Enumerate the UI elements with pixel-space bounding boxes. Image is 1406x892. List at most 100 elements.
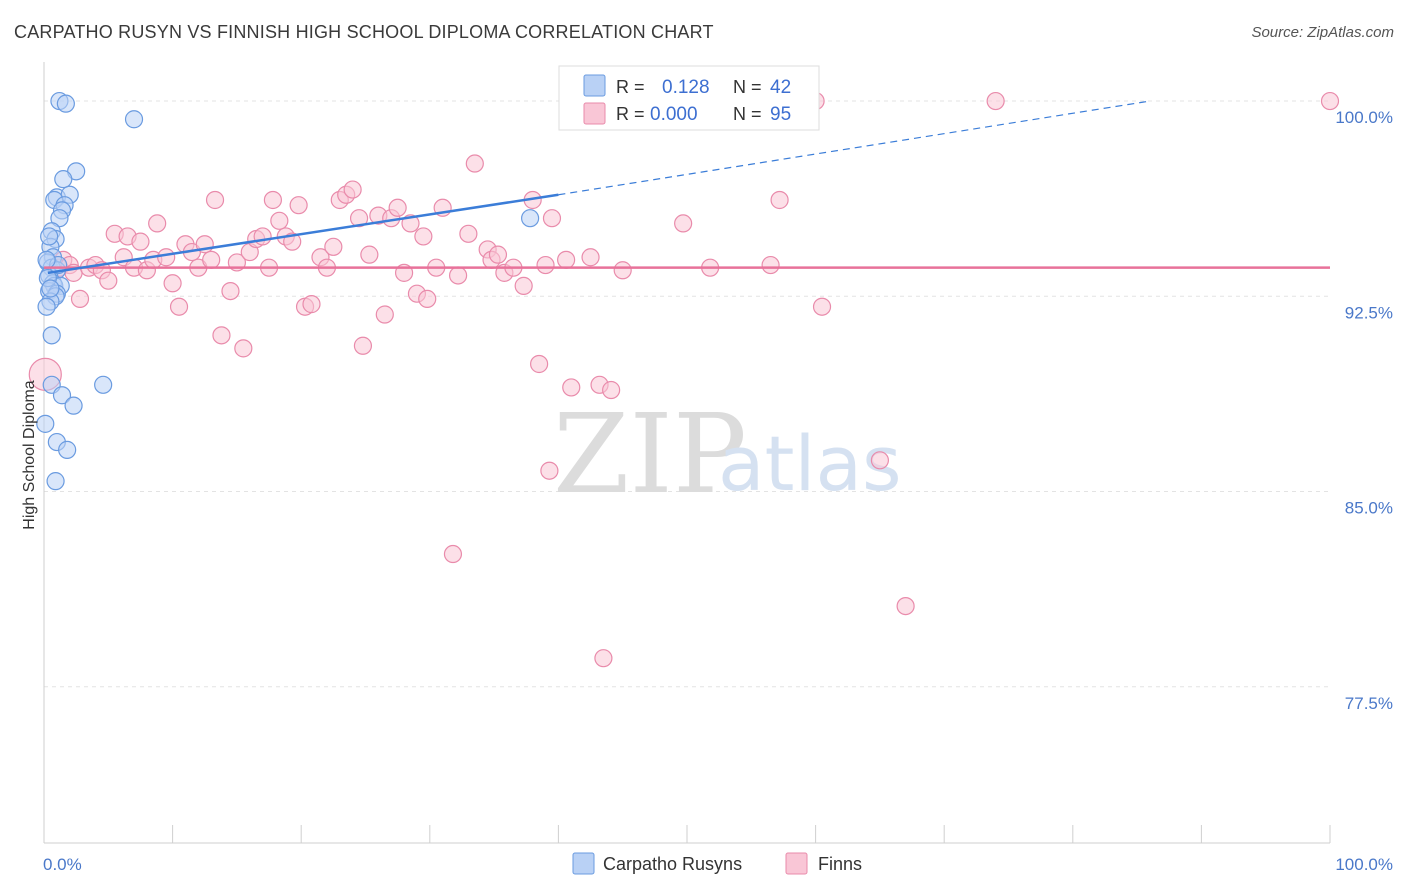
legend-top-n-value-pink: 95: [770, 104, 791, 125]
y-tick-labels: 100.0% 92.5% 85.0% 77.5%: [1335, 108, 1393, 713]
point-carpatho-rusyns-26: [37, 297, 56, 316]
legend-top-swatch-blue: [583, 74, 606, 97]
point-finns-74: [536, 255, 555, 275]
point-finns-80: [594, 649, 613, 668]
x-tick-label-1: 100.0%: [1335, 855, 1393, 874]
point-finns-77: [557, 250, 576, 269]
legend-top-r-value-pink: 0.000: [650, 104, 698, 125]
point-carpatho-rusyns-36: [521, 209, 540, 228]
watermark-atlas: atlas: [718, 419, 902, 508]
legend-top-n-label-pink: N =: [733, 104, 762, 124]
point-carpatho-rusyns-38: [41, 279, 60, 298]
point-finns-62: [443, 544, 463, 564]
axes: [43, 62, 1331, 844]
point-finns-71: [514, 276, 533, 295]
y-tick-label-1: 92.5%: [1345, 303, 1393, 322]
point-finns-49: [353, 336, 373, 355]
point-finns-9: [99, 271, 118, 290]
point-finns-48: [349, 209, 369, 228]
source-label: Source: ZipAtlas.com: [1251, 24, 1394, 41]
y-tick-label-3: 77.5%: [1345, 694, 1393, 713]
point-finns-35: [263, 190, 283, 210]
point-carpatho-rusyns-41: [40, 227, 59, 246]
point-finns-47: [343, 180, 362, 199]
point-finns-26: [205, 190, 225, 210]
data-points: [28, 91, 1340, 668]
point-finns-58: [414, 227, 433, 246]
point-finns-63: [448, 266, 468, 285]
point-carpatho-rusyns-30: [52, 386, 72, 405]
point-finns-85: [674, 214, 693, 233]
point-carpatho-rusyns-34: [58, 440, 77, 459]
point-carpatho-rusyns-40: [37, 250, 56, 269]
legend-top-n-label-blue: N =: [733, 77, 762, 97]
y-tick-label-0: 100.0%: [1335, 108, 1393, 127]
legend-swatch-carpatho-rusyns: [572, 852, 595, 875]
trend-line-carpatho-rusyns: [47, 193, 559, 275]
point-carpatho-rusyns-4: [54, 170, 73, 189]
legend-label-finns: Finns: [818, 854, 862, 874]
point-finns-41: [302, 295, 321, 314]
point-finns-20: [169, 297, 189, 316]
point-finns-52: [375, 305, 394, 324]
point-finns-83: [613, 261, 632, 280]
point-finns-64: [459, 224, 478, 243]
point-finns-92: [870, 451, 890, 470]
point-finns-78: [562, 378, 581, 397]
point-finns-94: [986, 91, 1005, 111]
watermark: ZIP atlas: [553, 390, 902, 518]
x-tick-labels: 0.0% 100.0%: [43, 855, 1393, 874]
point-finns-54: [388, 198, 407, 217]
point-carpatho-rusyns-32: [36, 414, 55, 433]
point-finns-79: [581, 248, 600, 267]
legend-top-n-value-blue: 42: [770, 77, 791, 98]
legend-top: R = 0.128 N = 42 R = 0.000 N = 95: [558, 65, 820, 131]
legend-label-carpatho-rusyns: Carpatho Rusyns: [603, 854, 742, 874]
point-carpatho-rusyns-27: [42, 326, 61, 345]
point-finns-17: [148, 214, 167, 233]
legend-top-r-label-blue: R =: [616, 77, 645, 97]
point-finns-59: [418, 289, 437, 309]
point-finns-89: [770, 190, 789, 210]
point-finns-50: [360, 245, 379, 264]
point-carpatho-rusyns-29: [94, 375, 113, 394]
point-finns-88: [761, 255, 780, 275]
point-carpatho-rusyns-31: [64, 396, 83, 415]
point-finns-95: [1320, 91, 1340, 111]
point-finns-14: [131, 232, 150, 251]
point-finns-73: [530, 354, 549, 374]
point-finns-91: [812, 297, 832, 316]
trend-line-carpatho-rusyns-projection: [558, 100, 1151, 196]
point-finns-39: [289, 196, 308, 215]
legend-top-r-label-pink: R =: [616, 104, 645, 124]
point-finns-75: [542, 209, 562, 228]
point-finns-28: [221, 281, 240, 301]
legend-top-r-value-blue: 0.128: [662, 77, 710, 98]
chart-title: CARPATHO RUSYN VS FINNISH HIGH SCHOOL DI…: [14, 22, 714, 42]
point-finns-65: [465, 154, 484, 173]
legend-top-swatch-pink: [583, 102, 606, 125]
y-tick-label-2: 85.0%: [1345, 499, 1393, 518]
y-axis-title: High School Diploma: [21, 380, 38, 530]
point-carpatho-rusyns-1: [56, 94, 75, 113]
point-carpatho-rusyns-35: [46, 472, 65, 491]
legend-bottom: Carpatho Rusyns Finns: [572, 852, 862, 875]
point-finns-82: [602, 380, 621, 400]
trend-lines: [44, 100, 1330, 275]
point-finns-93: [896, 596, 915, 616]
point-finns-44: [324, 237, 343, 256]
point-finns-30: [234, 339, 253, 358]
point-finns-19: [163, 274, 182, 293]
point-finns-5: [70, 289, 90, 309]
point-finns-76: [540, 461, 559, 480]
point-carpatho-rusyns-2: [124, 110, 144, 129]
point-finns-33: [253, 227, 272, 246]
point-finns-36: [270, 211, 289, 230]
point-finns-68: [488, 245, 508, 264]
x-tick-label-0: 0.0%: [43, 855, 82, 874]
legend-swatch-finns: [785, 852, 808, 875]
point-finns-27: [212, 326, 231, 345]
point-finns-18: [157, 248, 176, 267]
point-finns-25: [202, 250, 221, 269]
